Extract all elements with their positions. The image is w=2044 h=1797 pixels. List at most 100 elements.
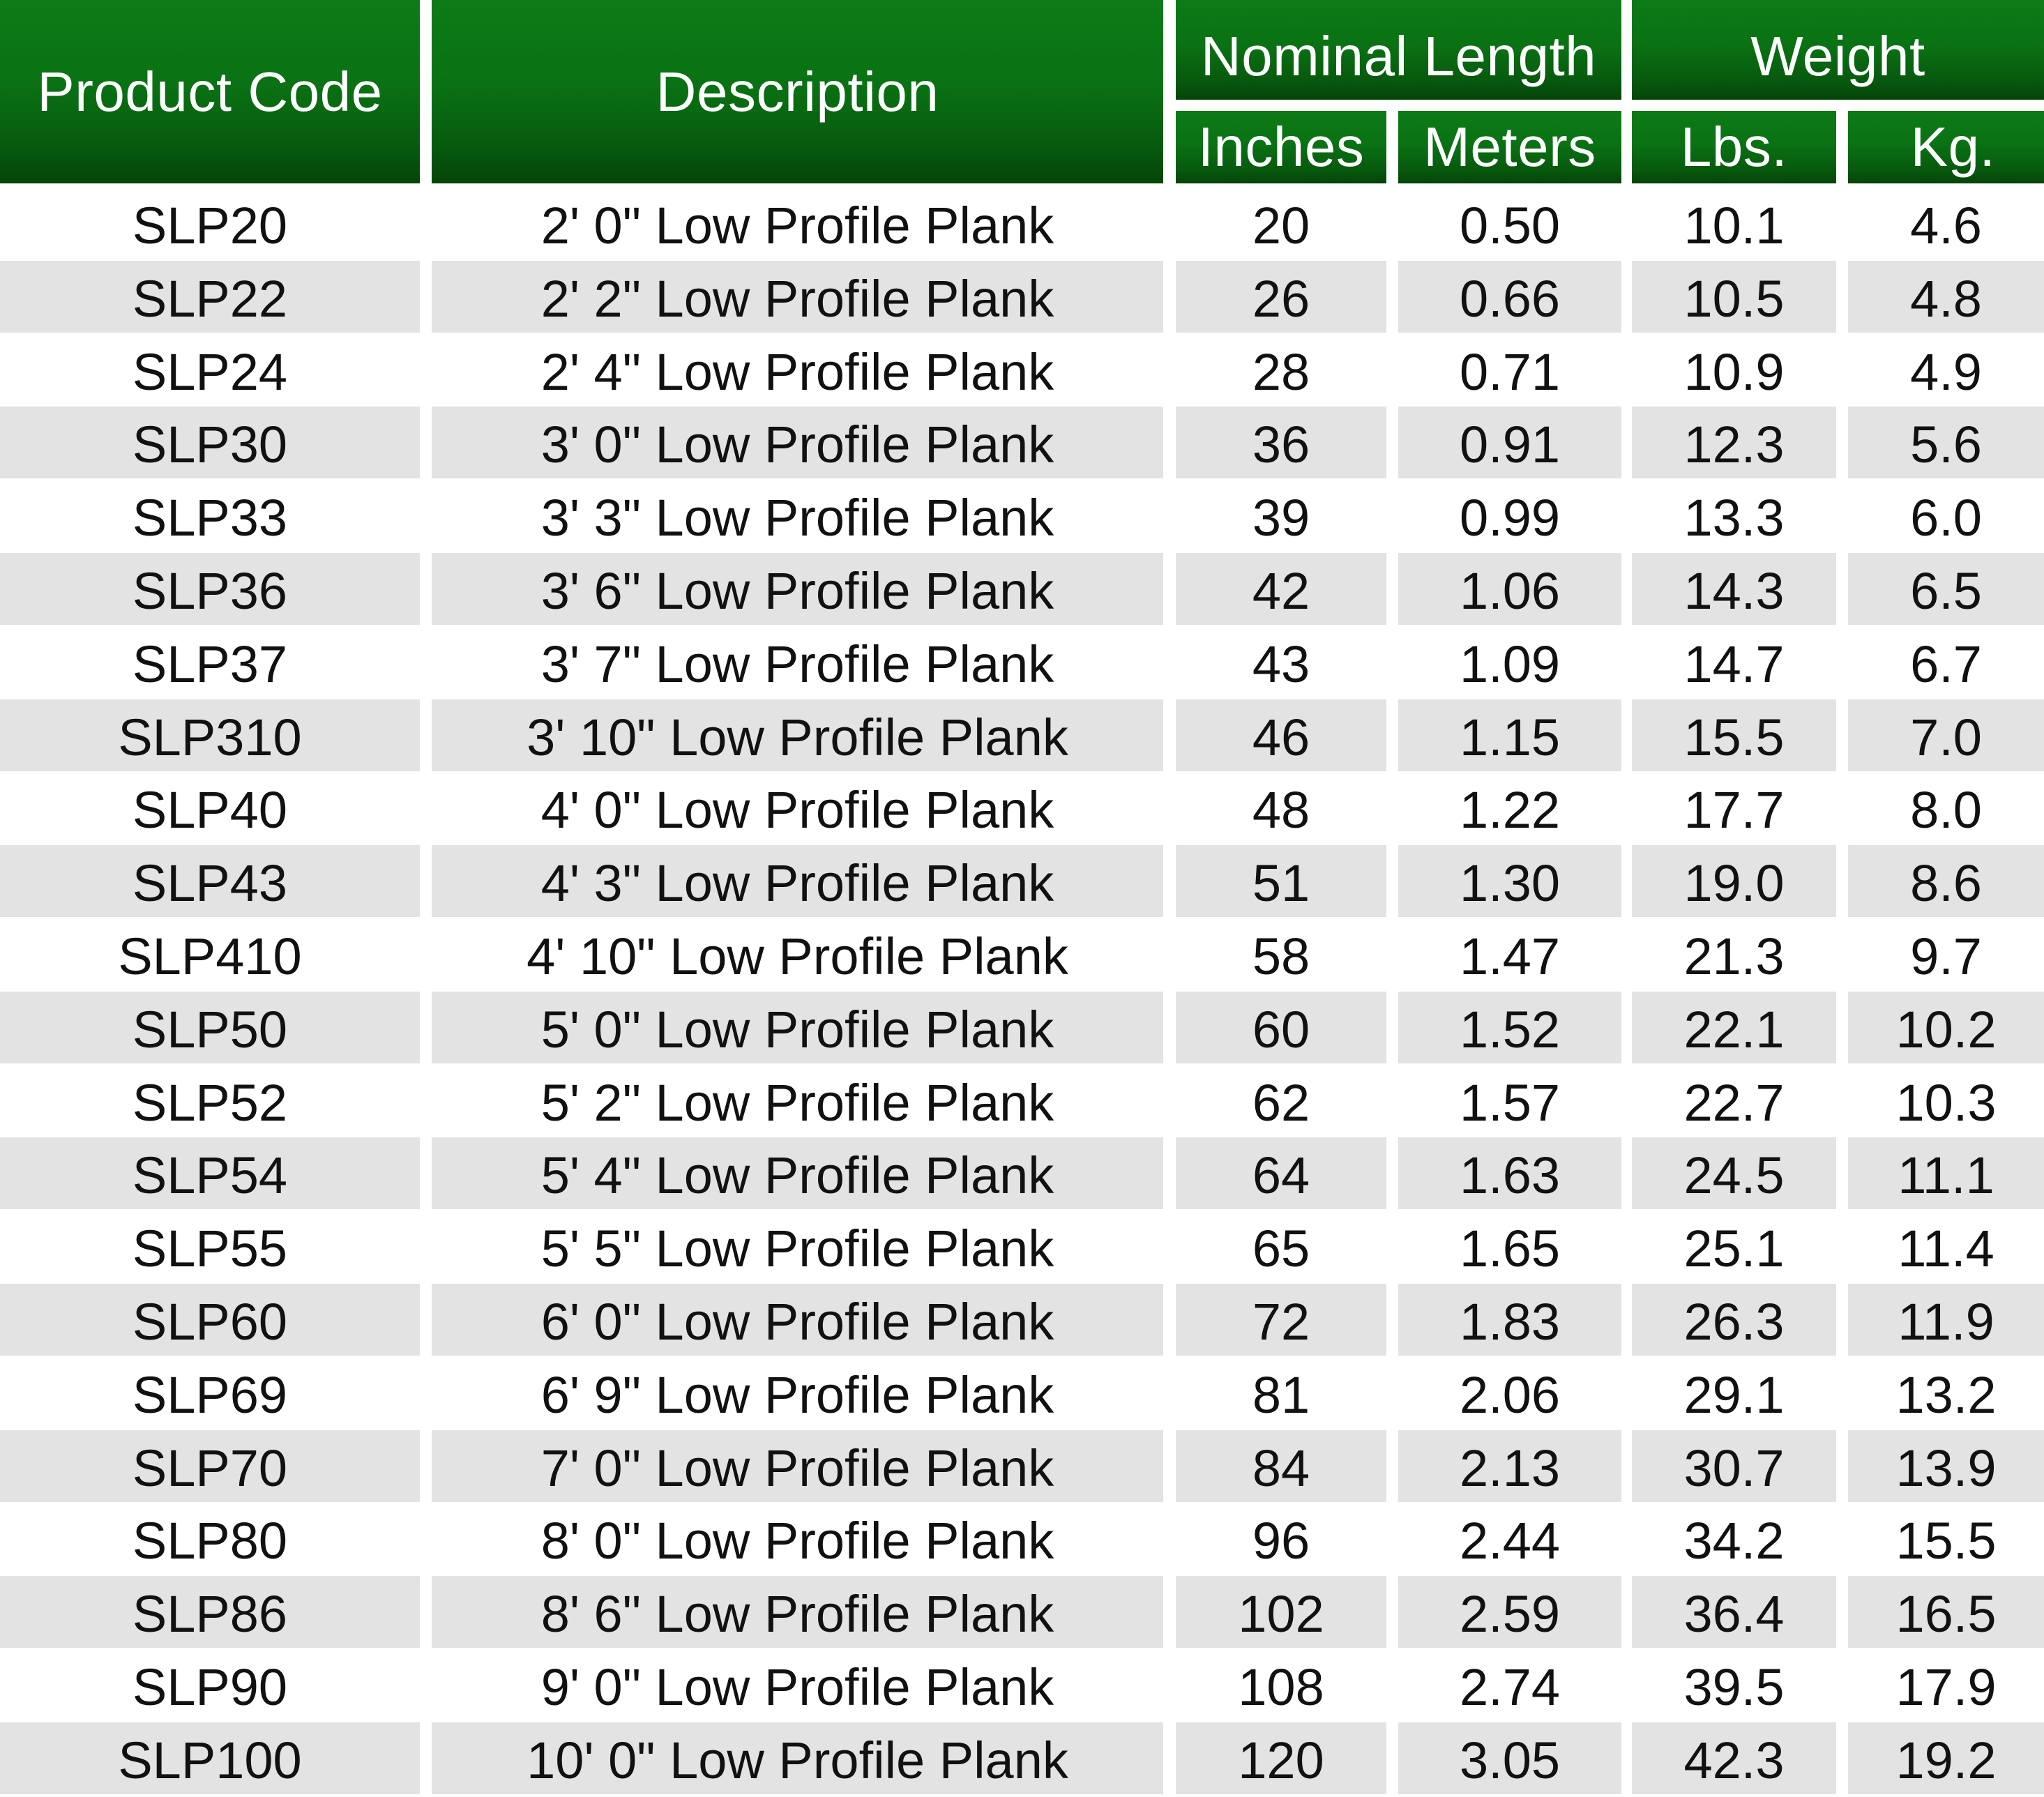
product-code-cell: SLP86 — [0, 1576, 420, 1648]
lbs-cell: 22.7 — [1683, 1073, 1785, 1132]
product-code-cell: SLP54 — [0, 1137, 420, 1210]
header-nominal-length: Nominal Length — [1176, 0, 1621, 100]
header-product-code: Product Code — [0, 0, 420, 183]
header-meters: Meters — [1398, 111, 1621, 183]
description-cell: 4' 3" Low Profile Plank — [432, 845, 1163, 918]
inches-cell: 48 — [1252, 781, 1310, 840]
inches-cell: 120 — [1176, 1722, 1386, 1794]
inches-cell: 20 — [1252, 197, 1310, 255]
kg-cell: 10.3 — [1895, 1073, 1997, 1132]
kg-cell: 15.5 — [1895, 1512, 1997, 1570]
product-code-cell: SLP310 — [0, 699, 420, 771]
lbs-cell: 19.0 — [1632, 845, 1836, 918]
meters-cell: 2.74 — [1459, 1658, 1561, 1716]
lbs-cell: 10.5 — [1632, 260, 1836, 333]
meters-cell: 0.66 — [1398, 260, 1621, 333]
description-cell: 9' 0" Low Profile Plank — [540, 1658, 1054, 1716]
kg-cell: 4.6 — [1910, 197, 1982, 255]
product-code-cell: SLP52 — [132, 1073, 288, 1132]
meters-cell: 0.50 — [1459, 197, 1561, 255]
description-cell: 4' 10" Low Profile Plank — [527, 927, 1068, 985]
kg-cell: 6.5 — [1848, 553, 2044, 625]
kg-cell: 5.6 — [1848, 407, 2044, 479]
lbs-cell: 25.1 — [1683, 1220, 1785, 1278]
lbs-cell: 30.7 — [1632, 1430, 1836, 1502]
lbs-cell: 42.3 — [1632, 1722, 1836, 1794]
meters-cell: 2.13 — [1398, 1430, 1621, 1502]
description-cell: 4' 0" Low Profile Plank — [540, 781, 1054, 840]
inches-cell: 84 — [1176, 1430, 1386, 1502]
product-code-cell: SLP33 — [132, 489, 288, 547]
product-code-cell: SLP40 — [132, 781, 288, 840]
product-code-cell: SLP69 — [132, 1365, 288, 1424]
header-description: Description — [432, 0, 1163, 183]
product-code-cell: SLP36 — [0, 553, 420, 625]
meters-cell: 1.22 — [1459, 781, 1561, 840]
header-kg: Kg. — [1848, 111, 2044, 183]
lbs-cell: 17.7 — [1683, 781, 1785, 840]
header-lbs: Lbs. — [1632, 111, 1836, 183]
inches-cell: 58 — [1252, 927, 1310, 985]
inches-cell: 60 — [1176, 991, 1386, 1063]
kg-cell: 4.8 — [1848, 260, 2044, 333]
lbs-cell: 36.4 — [1632, 1576, 1836, 1648]
kg-cell: 13.2 — [1895, 1365, 1997, 1424]
kg-cell: 9.7 — [1910, 927, 1982, 985]
lbs-cell: 21.3 — [1683, 927, 1785, 985]
lbs-cell: 10.1 — [1683, 197, 1785, 255]
kg-cell: 10.2 — [1848, 991, 2044, 1063]
lbs-cell: 39.5 — [1683, 1658, 1785, 1716]
inches-cell: 28 — [1252, 342, 1310, 401]
product-code-cell: SLP43 — [0, 845, 420, 918]
product-code-cell: SLP100 — [0, 1722, 420, 1794]
inches-cell: 108 — [1238, 1658, 1324, 1716]
kg-cell: 4.9 — [1910, 342, 1982, 401]
description-cell: 6' 0" Low Profile Plank — [432, 1284, 1163, 1356]
product-code-cell: SLP37 — [132, 635, 288, 693]
meters-cell: 1.52 — [1398, 991, 1621, 1063]
inches-cell: 36 — [1176, 407, 1386, 479]
inches-cell: 102 — [1176, 1576, 1386, 1648]
meters-cell: 2.59 — [1398, 1576, 1621, 1648]
product-code-cell: SLP22 — [0, 260, 420, 333]
lbs-cell: 13.3 — [1683, 489, 1785, 547]
kg-cell: 11.1 — [1848, 1137, 2044, 1210]
kg-cell: 6.0 — [1910, 489, 1982, 547]
lbs-cell: 14.3 — [1632, 553, 1836, 625]
kg-cell: 8.0 — [1910, 781, 1982, 840]
kg-cell: 11.4 — [1898, 1220, 1994, 1278]
description-cell: 3' 7" Low Profile Plank — [540, 635, 1054, 693]
lbs-cell: 10.9 — [1683, 342, 1785, 401]
product-code-cell: SLP90 — [132, 1658, 288, 1716]
inches-cell: 43 — [1252, 635, 1310, 693]
header-inches: Inches — [1176, 111, 1386, 183]
description-cell: 5' 2" Low Profile Plank — [540, 1073, 1054, 1132]
lbs-cell: 12.3 — [1632, 407, 1836, 479]
kg-cell: 6.7 — [1910, 635, 1982, 693]
description-cell: 5' 0" Low Profile Plank — [432, 991, 1163, 1063]
product-code-cell: SLP60 — [0, 1284, 420, 1356]
inches-cell: 26 — [1176, 260, 1386, 333]
product-code-cell: SLP80 — [132, 1512, 288, 1570]
meters-cell: 1.65 — [1459, 1220, 1561, 1278]
inches-cell: 65 — [1252, 1220, 1310, 1278]
kg-cell: 16.5 — [1848, 1576, 2044, 1648]
description-cell: 5' 5" Low Profile Plank — [540, 1220, 1054, 1278]
description-cell: 3' 0" Low Profile Plank — [432, 407, 1163, 479]
description-cell: 6' 9" Low Profile Plank — [540, 1365, 1054, 1424]
description-cell: 2' 0" Low Profile Plank — [540, 197, 1054, 255]
kg-cell: 11.9 — [1848, 1284, 2044, 1356]
description-cell: 5' 4" Low Profile Plank — [432, 1137, 1163, 1210]
kg-cell: 19.2 — [1848, 1722, 2044, 1794]
header-weight: Weight — [1632, 0, 2044, 100]
meters-cell: 0.91 — [1398, 407, 1621, 479]
lbs-cell: 14.7 — [1683, 635, 1785, 693]
product-code-cell: SLP70 — [0, 1430, 420, 1502]
meters-cell: 2.44 — [1459, 1512, 1561, 1570]
description-cell: 8' 0" Low Profile Plank — [540, 1512, 1054, 1570]
meters-cell: 1.09 — [1459, 635, 1561, 693]
meters-cell: 0.71 — [1459, 342, 1561, 401]
meters-cell: 0.99 — [1459, 489, 1561, 547]
product-code-cell: SLP30 — [0, 407, 420, 479]
meters-cell: 1.63 — [1398, 1137, 1621, 1210]
